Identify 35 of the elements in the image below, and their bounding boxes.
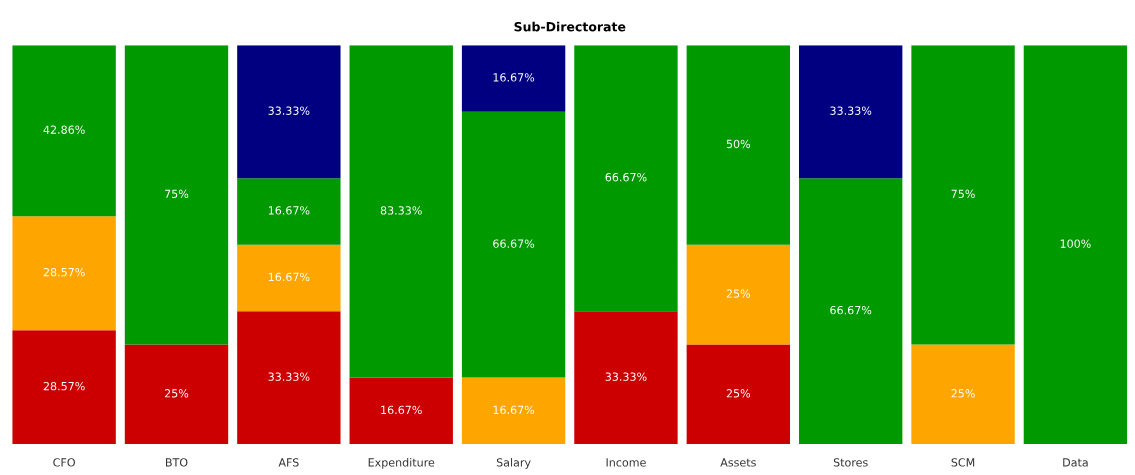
data-label: 33.33% — [268, 106, 310, 115]
data-label: 28.57% — [43, 381, 85, 391]
data-label: 83.33% — [380, 206, 422, 215]
data-label: 33.33% — [605, 372, 647, 381]
x-tick-label: CFO — [53, 458, 75, 467]
data-label: 25% — [726, 289, 751, 298]
x-tick-label: Stores — [833, 458, 868, 467]
x-tick-label: SCM — [951, 458, 975, 467]
data-label: 50% — [726, 139, 751, 149]
x-tick-label: Data — [1063, 458, 1088, 467]
x-tick-label: Expenditure — [368, 458, 435, 469]
data-label: 66.67% — [493, 239, 535, 248]
data-label: 33.33% — [268, 372, 310, 381]
data-label: 100% — [1060, 239, 1091, 248]
data-label: 25% — [164, 389, 189, 398]
x-tick-label: Income — [606, 458, 646, 467]
chart-title: Sub-Directorate — [514, 21, 626, 32]
data-label: 75% — [165, 189, 189, 198]
data-label: 16.67% — [268, 206, 310, 215]
data-label: 25% — [951, 389, 975, 398]
data-label: 75% — [951, 189, 975, 198]
data-label: 16.67% — [493, 405, 535, 415]
data-label: 42.86% — [43, 125, 85, 134]
data-label: 25% — [726, 389, 751, 398]
data-label: 16.67% — [268, 272, 310, 282]
x-tick-label: Assets — [720, 458, 756, 467]
data-label: 66.67% — [830, 305, 872, 315]
data-label: 33.33% — [830, 106, 872, 115]
data-label: 66.67% — [605, 172, 647, 182]
data-label: 16.67% — [381, 405, 422, 415]
x-tick-label: Salary — [496, 458, 531, 469]
data-label: 16.67% — [493, 73, 535, 82]
x-tick-label: BTO — [166, 458, 188, 467]
x-tick-label: AFS — [278, 458, 299, 467]
data-label: 28.57% — [43, 267, 85, 277]
